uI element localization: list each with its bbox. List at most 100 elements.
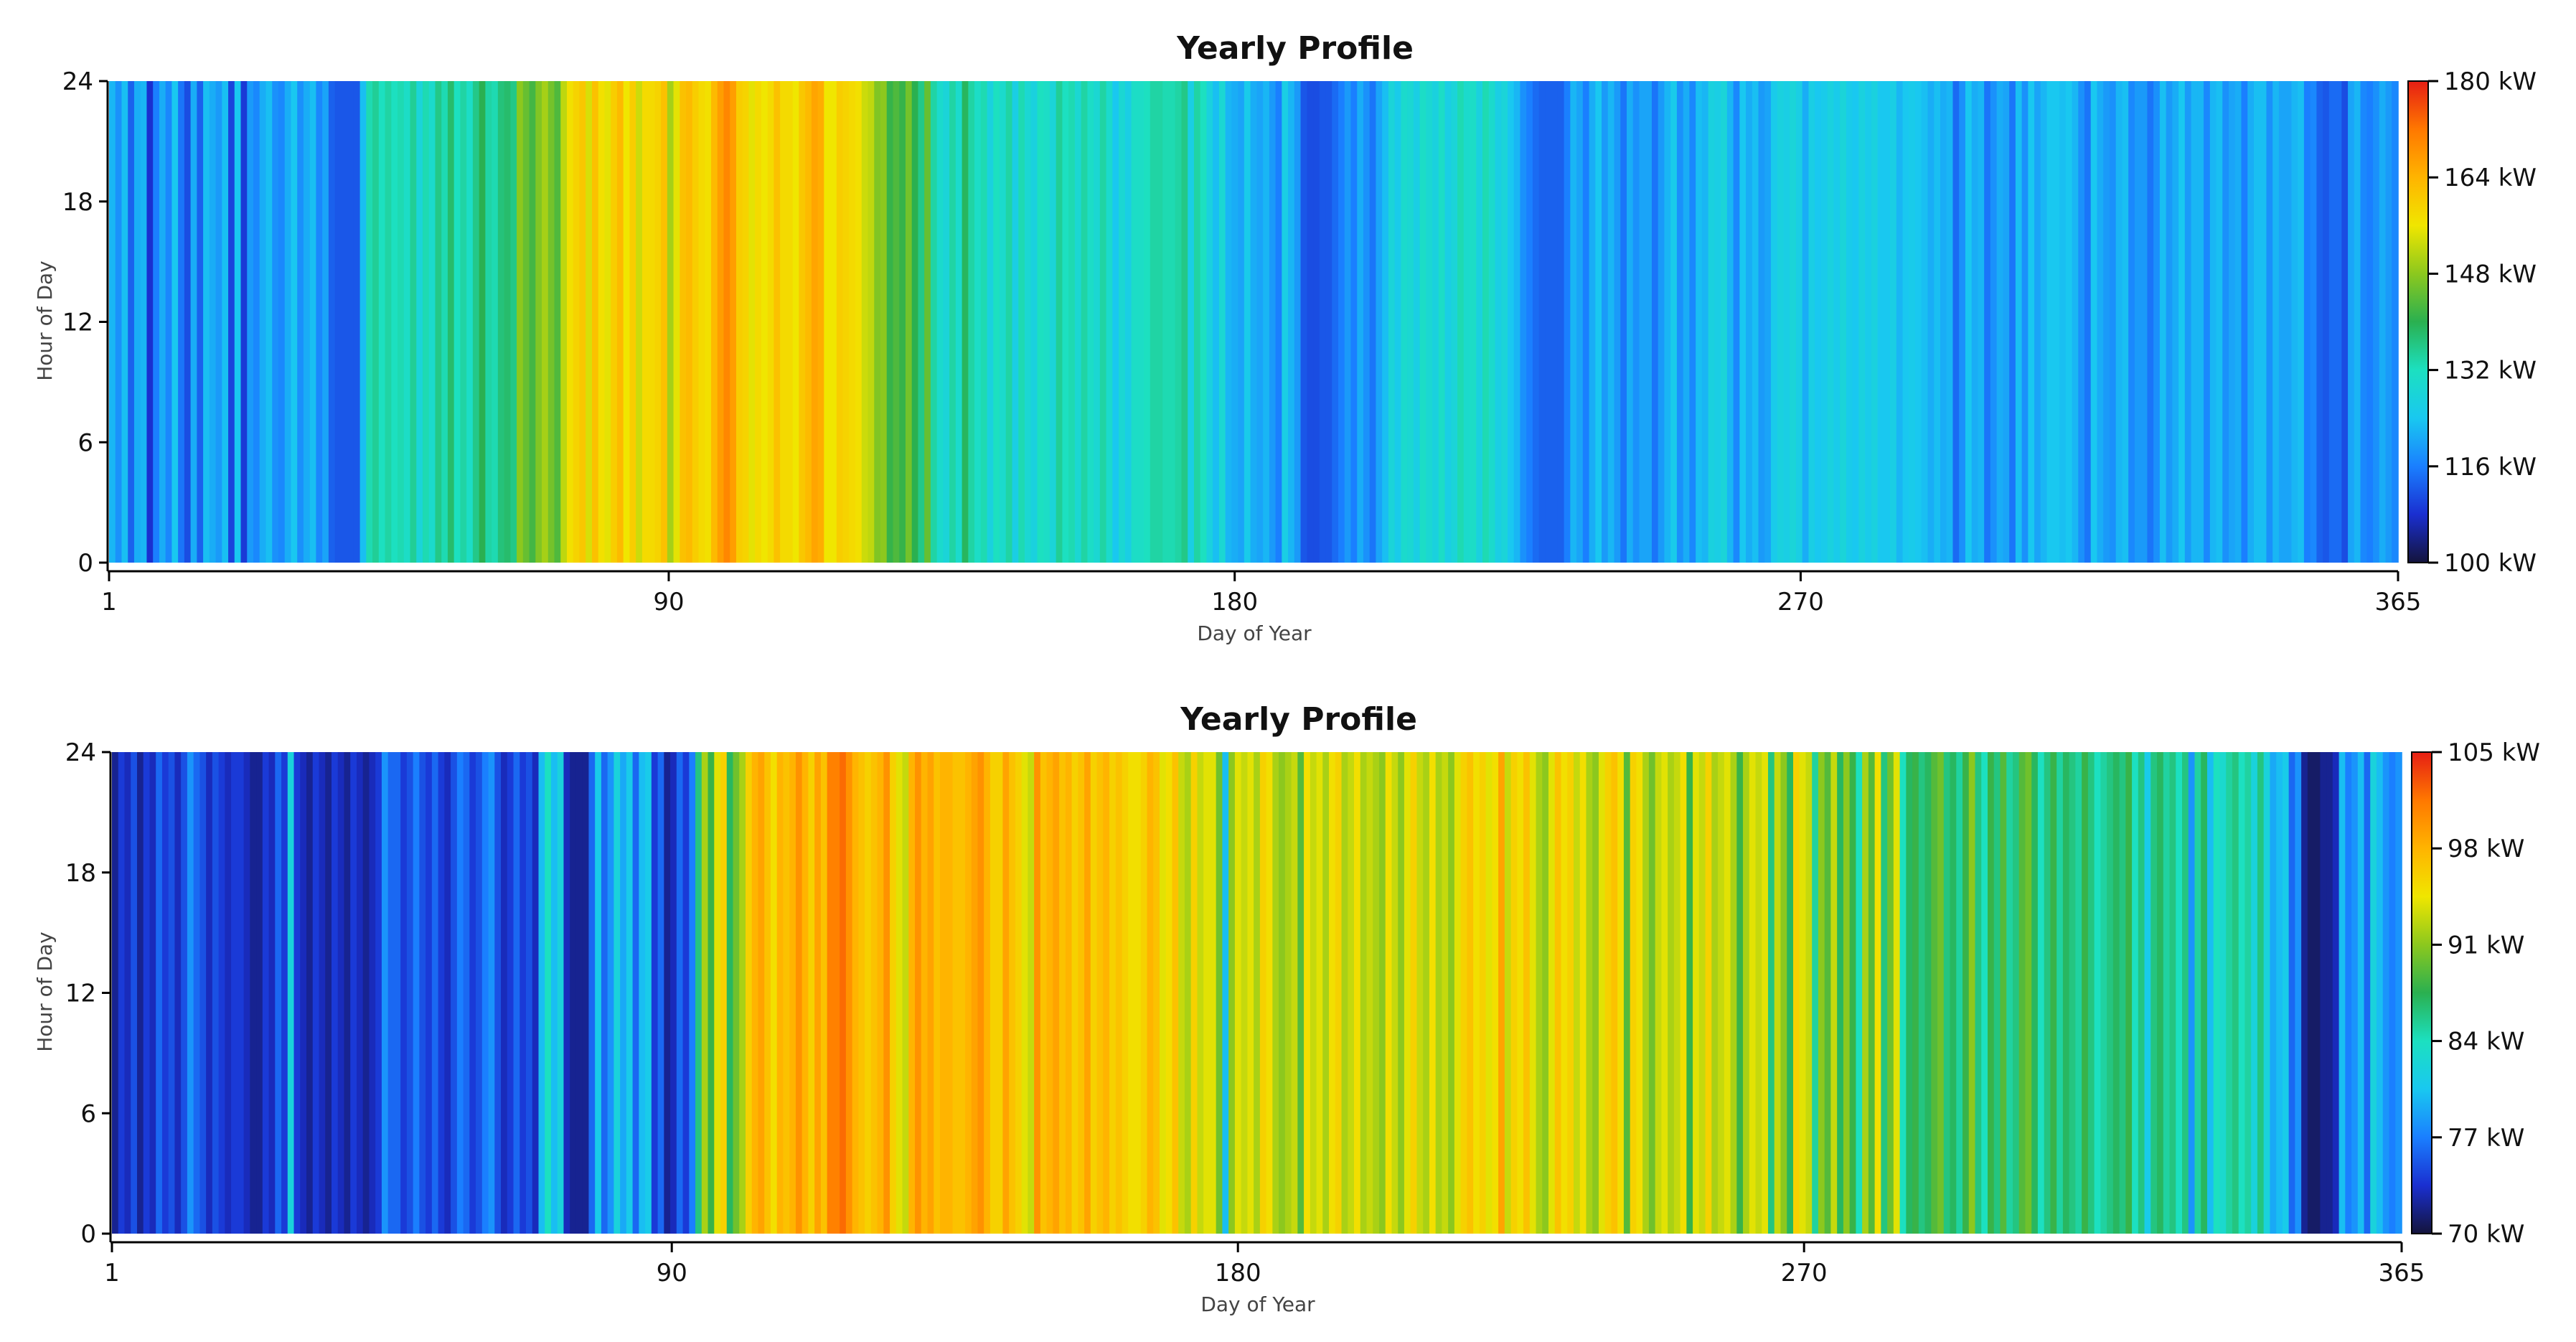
day-column: [520, 752, 527, 1234]
day-column: [1579, 752, 1587, 1234]
day-column: [2354, 81, 2361, 563]
day-column: [1495, 81, 1503, 563]
day-column: [921, 752, 929, 1234]
day-column: [1820, 81, 1828, 563]
day-column: [1956, 752, 1963, 1234]
day-column: [560, 81, 568, 563]
day-column: [861, 81, 869, 563]
day-column: [398, 81, 405, 563]
day-column: [419, 752, 426, 1234]
day-column: [720, 752, 728, 1234]
day-column: [607, 752, 615, 1234]
day-column: [1627, 81, 1634, 563]
day-column: [2194, 752, 2202, 1234]
day-column: [1034, 752, 1041, 1234]
day-column: [1394, 81, 1402, 563]
day-column: [2176, 752, 2183, 1234]
day-column: [2266, 81, 2274, 563]
day-column: [1068, 81, 1076, 563]
day-column: [1536, 752, 1543, 1234]
day-column: [604, 81, 611, 563]
day-column: [968, 81, 975, 563]
day-column: [275, 752, 282, 1234]
day-column: [2134, 81, 2142, 563]
day-column: [2276, 752, 2283, 1234]
day-column: [2351, 752, 2359, 1234]
day-column: [2373, 81, 2380, 563]
day-column: [1247, 752, 1254, 1234]
day-column: [2031, 752, 2039, 1234]
day-column: [309, 81, 317, 563]
day-column: [883, 752, 890, 1234]
day-column: [1454, 752, 1462, 1234]
day-column: [312, 752, 320, 1234]
chart-title: Yearly Profile: [1180, 701, 1417, 738]
x-axis-label: Day of Year: [1200, 1292, 1315, 1316]
day-column: [2338, 752, 2346, 1234]
day-column: [1119, 81, 1126, 563]
day-column: [1269, 81, 1277, 563]
day-column: [526, 752, 533, 1234]
day-column: [1382, 81, 1389, 563]
day-column: [1059, 752, 1066, 1234]
colorbar-tick-label: 132 kW: [2444, 357, 2537, 385]
day-column: [1407, 81, 1414, 563]
day-column: [840, 752, 847, 1234]
x-tick-label: 180: [1211, 588, 1258, 616]
day-column: [1617, 752, 1625, 1234]
day-column: [1513, 81, 1521, 563]
day-column: [472, 81, 480, 563]
day-column: [705, 81, 712, 563]
day-column: [673, 81, 681, 563]
day-column: [1595, 81, 1602, 563]
day-column: [2103, 81, 2110, 563]
day-column: [2379, 81, 2387, 563]
day-column: [341, 81, 348, 563]
day-column: [2216, 81, 2224, 563]
day-column: [1307, 81, 1314, 563]
day-column: [2128, 81, 2135, 563]
day-column: [1884, 81, 1891, 563]
day-column: [2159, 81, 2167, 563]
day-column: [614, 752, 621, 1234]
day-column: [1090, 752, 1098, 1234]
day-column: [485, 81, 492, 563]
day-column: [2244, 752, 2252, 1234]
day-column: [1156, 81, 1164, 563]
day-column: [1830, 752, 1838, 1234]
day-column: [1517, 752, 1524, 1234]
day-column: [381, 752, 389, 1234]
day-column: [2012, 752, 2020, 1234]
day-column: [1996, 81, 2004, 563]
day-column: [228, 81, 235, 563]
day-column: [886, 81, 894, 563]
day-column: [2301, 752, 2308, 1234]
day-column: [2282, 752, 2290, 1234]
day-column: [1457, 81, 1465, 563]
day-column: [993, 81, 1000, 563]
day-column: [1730, 752, 1738, 1234]
day-column: [2360, 81, 2368, 563]
day-column: [1582, 81, 1590, 563]
day-column: [1520, 81, 1527, 563]
day-column: [1523, 752, 1531, 1234]
day-column: [356, 752, 364, 1234]
day-column: [735, 81, 743, 563]
day-column: [1739, 81, 1747, 563]
day-column: [2206, 752, 2214, 1234]
day-column: [1771, 81, 1778, 563]
day-column: [1795, 81, 1803, 563]
day-column: [272, 81, 279, 563]
day-column: [542, 81, 549, 563]
day-column: [547, 81, 555, 563]
day-column: [112, 752, 119, 1234]
day-column: [1432, 81, 1439, 563]
day-column: [1843, 752, 1851, 1234]
day-column: [1818, 752, 1825, 1234]
day-column: [109, 81, 116, 563]
day-column: [1787, 752, 1794, 1234]
day-column: [2377, 752, 2384, 1234]
day-column: [1636, 752, 1643, 1234]
day-column: [1106, 81, 1114, 563]
day-column: [215, 81, 223, 563]
